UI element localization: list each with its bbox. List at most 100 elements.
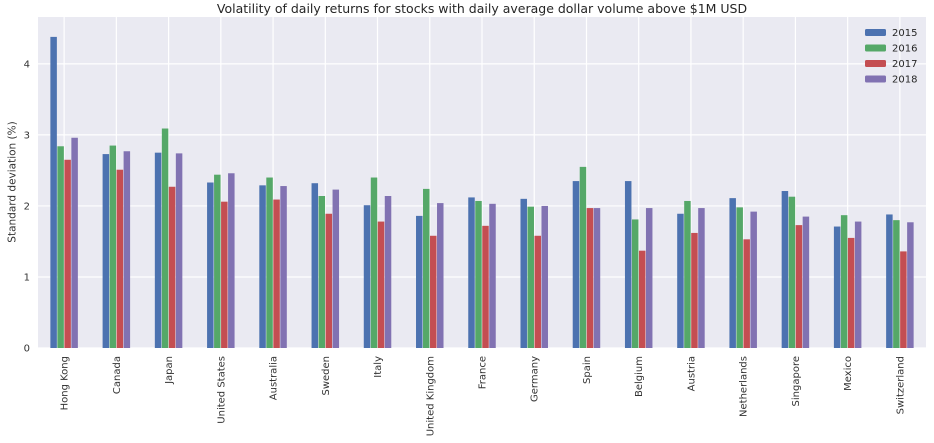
bar-japan-2017 bbox=[168, 186, 176, 348]
bar-canada-2018 bbox=[123, 151, 131, 348]
x-tick-label: Hong Kong bbox=[60, 356, 71, 410]
bar-united-kingdom-2016 bbox=[423, 188, 430, 348]
bar-united-states-2015 bbox=[207, 182, 214, 348]
y-tick-label: 0 bbox=[24, 344, 30, 355]
bar-hong-kong-2016 bbox=[57, 146, 64, 348]
bar-sweden-2017 bbox=[325, 213, 333, 348]
bar-belgium-2018 bbox=[645, 208, 653, 348]
legend-swatch-2015 bbox=[865, 29, 886, 36]
x-tick-label-group: Japan bbox=[164, 356, 175, 385]
bar-japan-2018 bbox=[175, 153, 183, 348]
bar-canada-2016 bbox=[109, 145, 117, 348]
bar-australia-2015 bbox=[259, 185, 266, 348]
bar-austria-2018 bbox=[698, 208, 705, 348]
bar-united-states-2018 bbox=[228, 173, 235, 348]
bar-sweden-2018 bbox=[332, 189, 340, 348]
bar-japan-2015 bbox=[154, 152, 162, 348]
x-tick-label: Austria bbox=[686, 356, 697, 391]
bar-sweden-2015 bbox=[311, 183, 319, 348]
x-tick-label: United States bbox=[216, 356, 227, 424]
x-tick-label: United Kingdom bbox=[425, 356, 436, 436]
bar-france-2016 bbox=[475, 200, 482, 348]
x-tick-label-group: Mexico bbox=[843, 356, 854, 391]
bar-united-states-2016 bbox=[214, 174, 221, 348]
bar-austria-2017 bbox=[691, 232, 698, 348]
legend-label-2016: 2016 bbox=[892, 44, 917, 55]
bar-mexico-2015 bbox=[833, 226, 841, 348]
y-tick-label: 3 bbox=[24, 130, 30, 141]
bar-mexico-2016 bbox=[840, 215, 848, 348]
legend-swatch-2018 bbox=[865, 75, 886, 83]
x-tick-label-group: Italy bbox=[373, 356, 384, 378]
x-tick-label: Sweden bbox=[321, 356, 332, 396]
bar-united-kingdom-2017 bbox=[430, 235, 437, 348]
bar-mexico-2017 bbox=[847, 237, 855, 348]
x-tick-label: Singapore bbox=[791, 356, 802, 406]
x-tick-label-group: France bbox=[478, 356, 489, 389]
bar-belgium-2015 bbox=[624, 181, 632, 348]
y-axis-label: Standard deviation (%) bbox=[7, 121, 19, 242]
x-tick-label-group: Belgium bbox=[634, 356, 645, 397]
bar-belgium-2017 bbox=[638, 250, 646, 348]
bar-united-kingdom-2015 bbox=[416, 215, 423, 348]
x-tick-label-group: United Kingdom bbox=[425, 356, 436, 436]
bar-netherlands-2015 bbox=[729, 198, 736, 348]
bar-france-2015 bbox=[468, 197, 475, 348]
bar-netherlands-2018 bbox=[750, 211, 757, 348]
bar-sweden-2016 bbox=[318, 195, 326, 348]
bar-switzerland-2017 bbox=[900, 251, 907, 348]
x-tick-label: Australia bbox=[269, 356, 280, 400]
bar-mexico-2018 bbox=[854, 221, 862, 348]
bar-hong-kong-2017 bbox=[64, 159, 71, 348]
bar-italy-2017 bbox=[377, 221, 385, 348]
bar-germany-2018 bbox=[541, 205, 548, 348]
x-tick-label-group: Hong Kong bbox=[60, 356, 71, 410]
bar-germany-2015 bbox=[520, 198, 527, 348]
x-tick-label: Germany bbox=[530, 356, 541, 402]
x-tick-label-group: Australia bbox=[269, 356, 280, 400]
x-tick-label-group: Canada bbox=[112, 356, 123, 394]
bar-germany-2017 bbox=[534, 235, 541, 348]
legend-label-2015: 2015 bbox=[892, 28, 917, 39]
bar-singapore-2017 bbox=[795, 225, 803, 348]
bar-austria-2015 bbox=[677, 213, 684, 348]
bar-switzerland-2015 bbox=[886, 214, 893, 348]
bar-singapore-2016 bbox=[788, 196, 796, 348]
y-tick-label: 4 bbox=[24, 59, 30, 70]
bar-spain-2016 bbox=[579, 166, 587, 348]
x-tick-label: Mexico bbox=[843, 356, 854, 391]
bar-australia-2017 bbox=[273, 199, 280, 348]
bar-united-states-2017 bbox=[221, 201, 228, 348]
x-tick-label: Belgium bbox=[634, 356, 645, 397]
legend-label-2017: 2017 bbox=[892, 59, 917, 70]
x-tick-label-group: Germany bbox=[530, 356, 541, 402]
y-tick-label: 1 bbox=[24, 272, 30, 283]
chart-title: Volatility of daily returns for stocks w… bbox=[217, 1, 747, 16]
bar-belgium-2016 bbox=[631, 219, 639, 348]
bar-spain-2017 bbox=[586, 208, 594, 348]
bar-united-kingdom-2018 bbox=[437, 203, 444, 348]
x-tick-label-group: Austria bbox=[686, 356, 697, 391]
bar-singapore-2018 bbox=[802, 216, 810, 348]
legend-swatch-2016 bbox=[865, 44, 886, 52]
bar-italy-2016 bbox=[370, 177, 378, 348]
bar-australia-2018 bbox=[280, 186, 287, 348]
x-tick-label: Netherlands bbox=[739, 356, 750, 417]
x-tick-label-group: Spain bbox=[582, 356, 593, 384]
bar-netherlands-2016 bbox=[736, 207, 743, 348]
legend-label-2018: 2018 bbox=[892, 75, 917, 86]
bar-austria-2016 bbox=[684, 200, 691, 348]
bar-netherlands-2017 bbox=[743, 239, 750, 348]
bar-canada-2017 bbox=[116, 169, 124, 348]
x-tick-label-group: United States bbox=[216, 356, 227, 424]
bar-canada-2015 bbox=[102, 154, 110, 348]
bar-switzerland-2016 bbox=[893, 220, 900, 348]
x-tick-label: Switzerland bbox=[895, 356, 906, 414]
x-tick-label-group: Netherlands bbox=[739, 356, 750, 417]
x-tick-label: Italy bbox=[373, 356, 384, 378]
bar-spain-2018 bbox=[593, 208, 601, 348]
bar-singapore-2015 bbox=[781, 191, 789, 348]
x-tick-label-group: Switzerland bbox=[895, 356, 906, 414]
